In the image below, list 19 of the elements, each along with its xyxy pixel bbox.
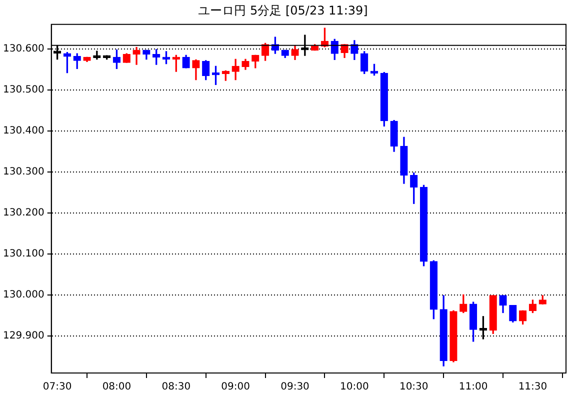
x-tick-label: 11:00 [458,382,488,393]
x-tick-label: 07:30 [42,382,72,393]
x-tick-label: 10:30 [399,382,428,393]
y-tick-label: 129.900 [2,330,44,342]
y-tick-label: 130.500 [2,84,44,96]
y-tick-label: 130.200 [2,208,44,219]
x-tick-label: 10:00 [340,382,369,393]
y-tick-label: 130.600 [2,44,44,55]
candlestick [132,47,140,65]
x-tick-label: 08:00 [102,382,132,393]
x-tick-label: 09:30 [280,382,310,393]
chart-title: ユーロ円 5分足 [05/23 11:39] [198,3,368,18]
y-tick-label: 130.300 [2,166,44,178]
x-tick-label: 08:30 [162,382,191,393]
x-tick-label: 11:30 [518,382,548,393]
y-tick-label: 130.000 [2,290,44,301]
y-tick-label: 130.100 [2,248,44,260]
x-tick-label: 09:00 [221,382,250,393]
y-tick-label: 130.400 [2,126,44,137]
